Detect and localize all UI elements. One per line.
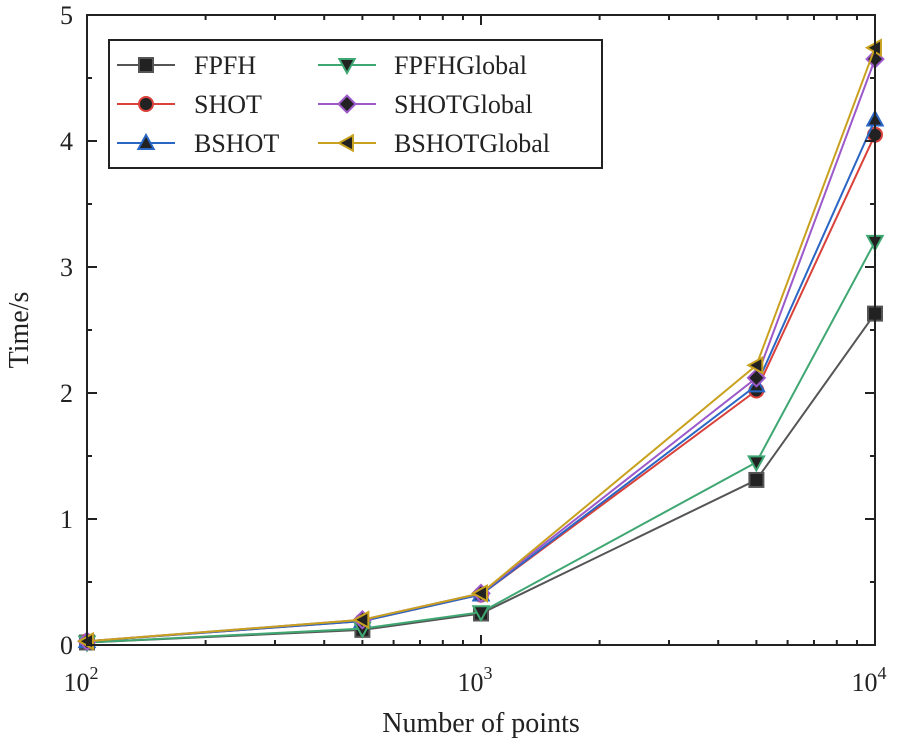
legend-item-shot: SHOT xyxy=(117,90,262,119)
data-point-fpfhglobal xyxy=(471,605,491,623)
data-point-bshotglobal xyxy=(746,355,764,375)
x-tick-label: 103 xyxy=(458,663,493,697)
y-tick-label: 5 xyxy=(60,1,73,30)
legend-marker-shot xyxy=(138,96,154,112)
x-tick-label: 102 xyxy=(64,663,99,697)
data-point-bshotglobal xyxy=(352,610,370,630)
data-point-fpfh xyxy=(748,471,765,488)
legend-label-shotglobal: SHOTGlobal xyxy=(394,90,533,119)
y-axis-title: Time/s xyxy=(4,292,35,369)
data-point-shotglobal xyxy=(746,368,767,388)
series-line-fpfhglobal xyxy=(86,241,876,644)
legend-item-fpfh: FPFH xyxy=(117,51,256,80)
x-axis-title: Number of points xyxy=(382,708,580,739)
legend-item-shotglobal: SHOTGlobal xyxy=(318,90,533,119)
legend-marker-fpfhglobal xyxy=(337,58,357,76)
legend-item-bshotglobal: BSHOTGlobal xyxy=(318,129,550,158)
data-point-fpfhglobal xyxy=(747,455,766,473)
legend-label-fpfh: FPFH xyxy=(194,51,256,80)
legend-label-bshot: BSHOT xyxy=(194,129,279,158)
y-tick-label: 1 xyxy=(60,505,73,534)
data-point-bshotglobal xyxy=(470,583,488,603)
legend-marker-fpfh xyxy=(138,57,154,73)
legend-marker-bshotglobal xyxy=(336,133,354,153)
y-tick-label: 3 xyxy=(60,253,73,282)
legend: FPFH SHOT BSHOT FPFHGlobal SHOTGlobal BSHOTGl… xyxy=(108,39,603,169)
y-tick-label: 2 xyxy=(60,379,73,408)
legend-marker-bshot xyxy=(136,132,156,150)
legend-label-fpfhglobal: FPFHGlobal xyxy=(394,51,527,80)
legend-marker-shotglobal xyxy=(337,94,357,114)
legend-item-fpfhglobal: FPFHGlobal xyxy=(318,51,527,80)
legend-item-bshot: BSHOT xyxy=(117,129,279,158)
legend-label-bshotglobal: BSHOTGlobal xyxy=(394,129,550,158)
data-point-bshotglobal xyxy=(864,38,882,58)
series-bshotglobal xyxy=(76,38,882,651)
legend-label-shot: SHOT xyxy=(194,90,262,119)
x-tick-label: 104 xyxy=(852,663,887,697)
y-tick-label: 4 xyxy=(60,127,73,156)
y-tick-label: 0 xyxy=(60,631,73,660)
